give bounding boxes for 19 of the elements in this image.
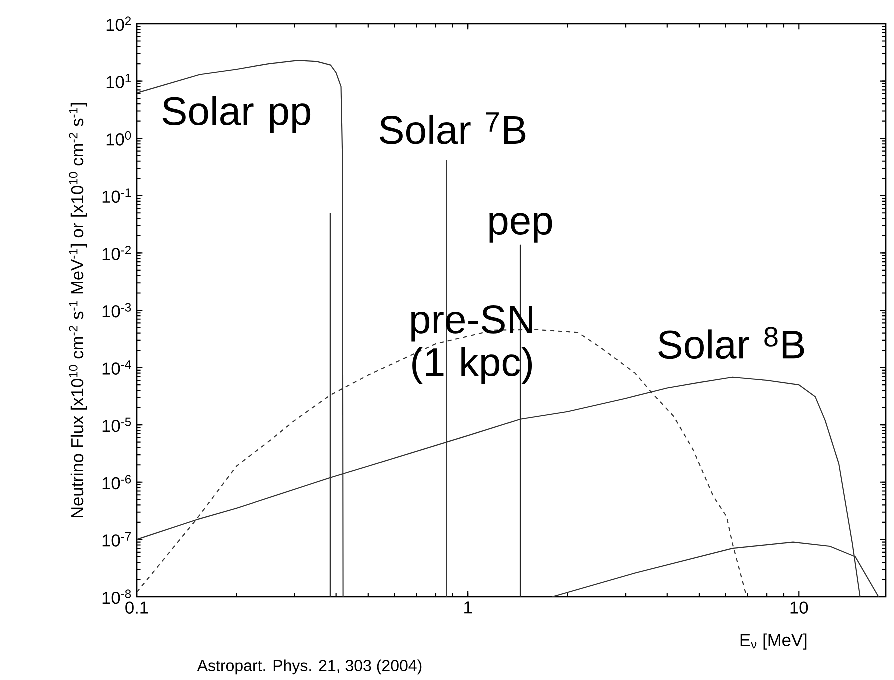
text: Astropart. Phys. 21, 303 (2004) (197, 660, 422, 675)
y-tick-label: 10$^{2}$ (106, 16, 131, 32)
series-label: pep (490, 213, 552, 243)
x-tick-label: 10 (790, 602, 808, 614)
series-label: Solar $^{7}$B (380, 112, 526, 144)
x-axis-title: E$_{ν}$ [MeV] (740, 634, 807, 650)
y-tick-label: 10$^{0}$ (106, 131, 132, 146)
x-tick-label: 1 (464, 602, 472, 614)
y-tick-label: 10$^{1}$ (106, 74, 132, 88)
y-tick-label: 10$^{-7}$ (102, 532, 131, 547)
y-tick-label: 10$^{-1}$ (102, 188, 132, 204)
series-label: Solar $^{8}$B (658, 327, 804, 360)
text: Neutrino Flux [x10$^{10}$ cm$^{-2}$ s$^{-1}$ MeV$^{-1}$] or [x10$^{10}$ cm$^{-2}$ s$^{-1}$] (69, 103, 88, 518)
y-tick-label: 10$^{-4}$ (102, 360, 132, 375)
y-tick-label: 10$^{-6}$ (102, 475, 132, 490)
y-tick-label: 10$^{-2}$ (102, 246, 131, 260)
series-label: Solar pp (162, 96, 311, 134)
y-tick-label: 10$^{-5}$ (102, 418, 132, 432)
y-tick-label: 10$^{-3}$ (102, 303, 132, 318)
